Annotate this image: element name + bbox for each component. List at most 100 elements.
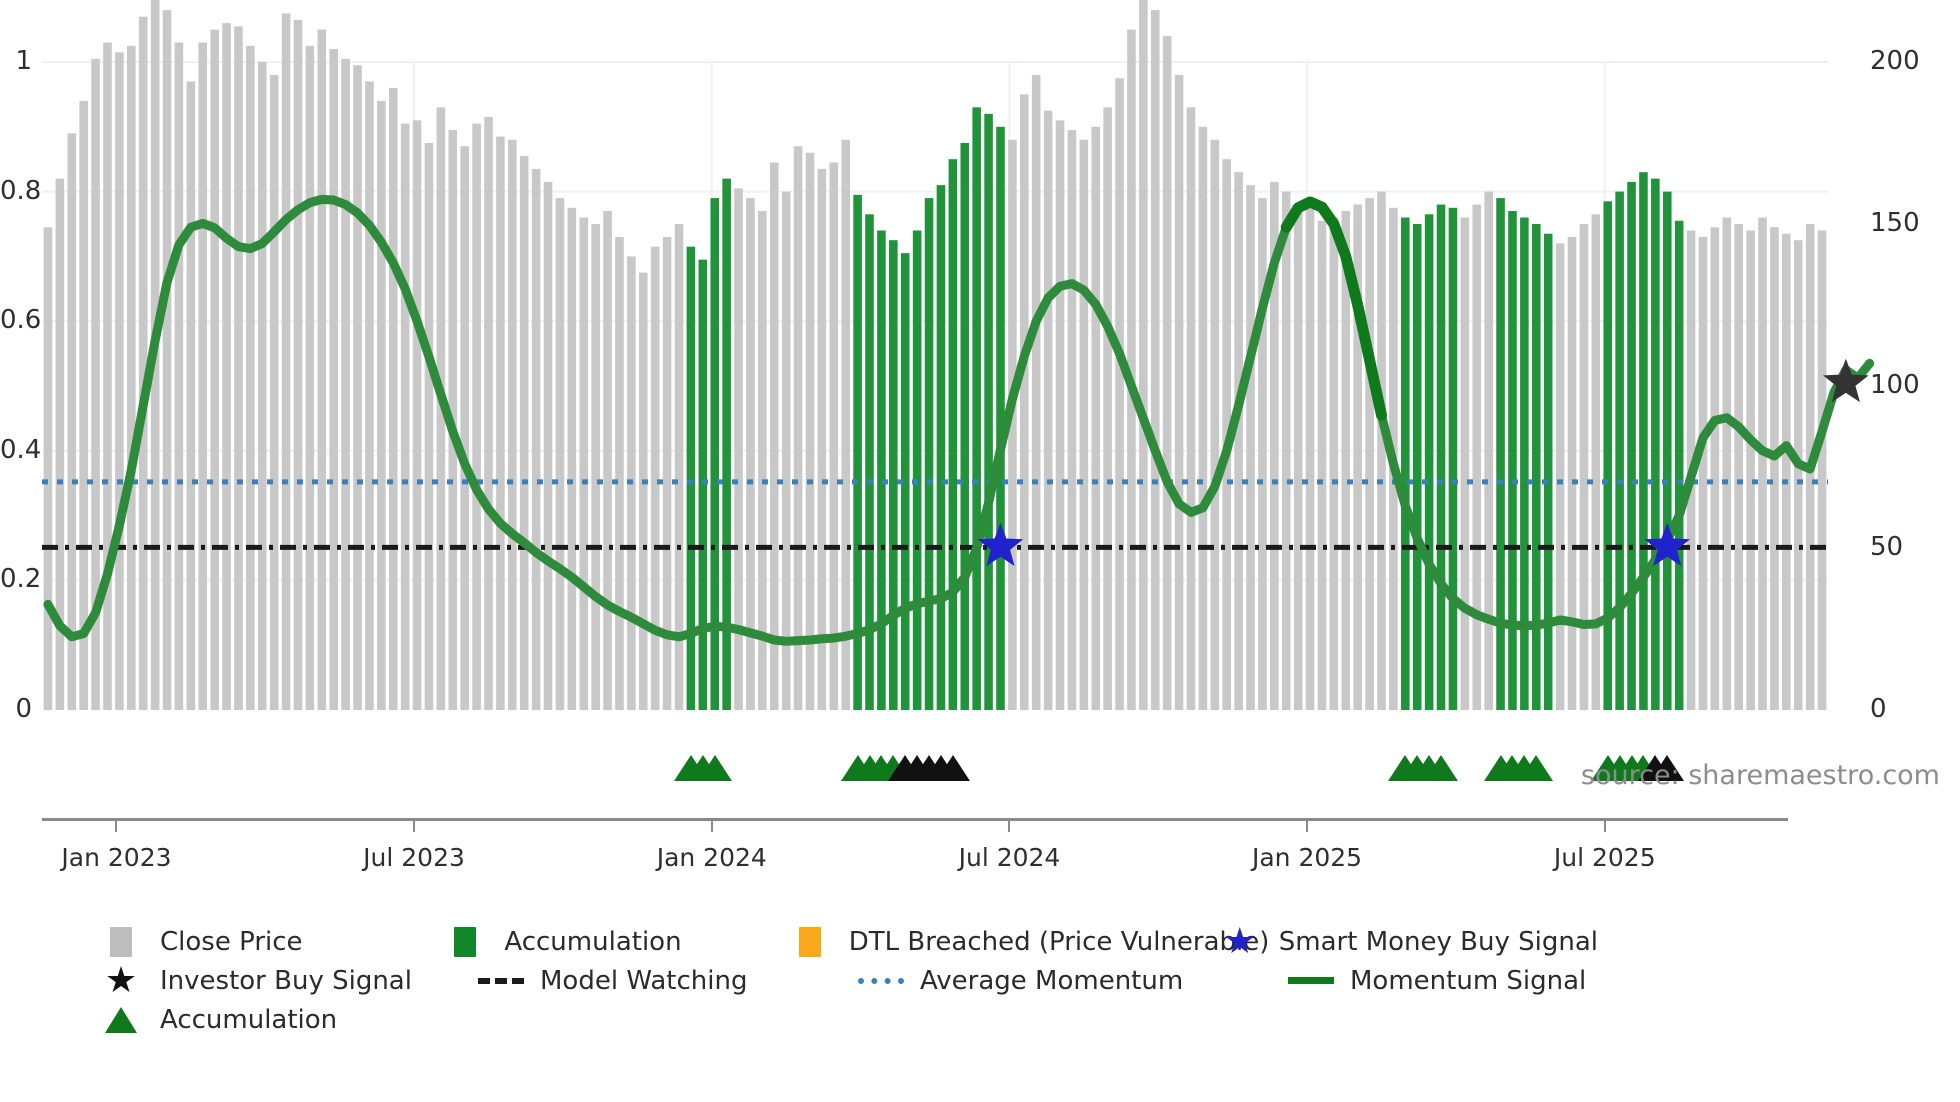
legend-item[interactable]: Average Momentum — [858, 964, 1288, 998]
close-price-bar[interactable] — [1698, 236, 1708, 710]
close-price-bar[interactable] — [1031, 74, 1041, 710]
close-price-bar[interactable] — [1758, 217, 1767, 710]
close-price-bar[interactable] — [1234, 172, 1243, 710]
close-price-bar[interactable] — [1055, 120, 1065, 710]
accumulation-bar[interactable] — [1401, 217, 1410, 710]
legend-item[interactable]: DTL Breached (Price Vulnerable) — [787, 925, 1269, 959]
close-price-bar[interactable] — [1710, 227, 1720, 711]
accumulation-bar[interactable] — [996, 126, 1005, 711]
close-price-bar[interactable] — [1305, 201, 1315, 710]
accumulation-bar[interactable] — [972, 107, 981, 711]
close-price-bar[interactable] — [127, 45, 136, 711]
legend-item[interactable]: Accumulation — [98, 1003, 478, 1037]
close-price-bar[interactable] — [829, 162, 839, 710]
accumulation-bar[interactable] — [1662, 191, 1672, 711]
close-price-bar[interactable] — [365, 81, 374, 710]
close-price-bar[interactable] — [555, 198, 565, 710]
accumulation-bar[interactable] — [1603, 201, 1613, 710]
close-price-bar[interactable] — [91, 58, 100, 710]
close-price-bar[interactable] — [1793, 240, 1803, 710]
close-price-bar[interactable] — [103, 42, 112, 710]
legend-item[interactable]: Model Watching — [478, 964, 858, 998]
close-price-bar[interactable] — [793, 146, 803, 710]
accumulation-bar[interactable] — [912, 230, 922, 711]
close-price-bar[interactable] — [1317, 220, 1327, 710]
close-price-bar[interactable] — [1258, 198, 1267, 710]
accumulation-bar[interactable] — [889, 240, 898, 710]
close-price-bar[interactable] — [1043, 110, 1053, 711]
close-price-bar[interactable] — [353, 65, 362, 711]
accumulation-triangle-marker[interactable] — [1650, 755, 1685, 781]
close-price-bar[interactable] — [781, 191, 791, 711]
accumulation-bar[interactable] — [698, 259, 708, 710]
accumulation-bar[interactable] — [984, 113, 993, 711]
close-price-bar[interactable] — [1020, 94, 1029, 710]
close-price-bar[interactable] — [496, 136, 505, 710]
accumulation-bar[interactable] — [1651, 178, 1660, 710]
close-price-bar[interactable] — [198, 42, 208, 710]
close-price-bar[interactable] — [269, 74, 279, 710]
accumulation-bar[interactable] — [1508, 211, 1517, 711]
close-price-bar[interactable] — [1008, 139, 1017, 710]
close-price-bar[interactable] — [1591, 214, 1601, 710]
accumulation-triangle-marker[interactable] — [935, 755, 970, 781]
close-price-bar[interactable] — [424, 143, 434, 710]
close-price-bar[interactable] — [841, 139, 850, 710]
close-price-bar[interactable] — [508, 139, 517, 710]
legend-item[interactable]: Close Price — [98, 925, 442, 959]
close-price-bar[interactable] — [1162, 36, 1172, 710]
close-price-bar[interactable] — [1139, 0, 1148, 711]
legend-item[interactable]: Momentum Signal — [1288, 964, 1586, 998]
accumulation-bar[interactable] — [1674, 220, 1684, 710]
close-price-bar[interactable] — [1460, 217, 1470, 710]
close-price-bar[interactable] — [79, 100, 88, 710]
close-price-bar[interactable] — [1734, 224, 1743, 710]
close-price-bar[interactable] — [603, 211, 612, 711]
accumulation-bar[interactable] — [1639, 172, 1648, 710]
close-price-bar[interactable] — [234, 26, 243, 711]
close-price-bar[interactable] — [43, 227, 53, 711]
close-price-bar[interactable] — [138, 16, 148, 710]
accumulation-bar[interactable] — [1543, 233, 1553, 710]
close-price-bar[interactable] — [734, 188, 743, 711]
close-price-bar[interactable] — [222, 23, 231, 711]
close-price-bar[interactable] — [460, 146, 469, 710]
close-price-bar[interactable] — [591, 224, 600, 710]
close-price-bar[interactable] — [1817, 230, 1827, 711]
close-price-bar[interactable] — [1341, 211, 1351, 711]
close-price-bar[interactable] — [400, 123, 410, 710]
close-price-bar[interactable] — [662, 236, 672, 710]
close-price-bar[interactable] — [1174, 74, 1184, 710]
close-price-bar[interactable] — [769, 162, 779, 710]
close-price-bar[interactable] — [758, 211, 767, 711]
accumulation-bar[interactable] — [948, 159, 958, 710]
accumulation-bar[interactable] — [1424, 214, 1434, 710]
accumulation-bar[interactable] — [1448, 207, 1458, 711]
close-price-bar[interactable] — [329, 49, 338, 711]
close-price-bar[interactable] — [377, 100, 386, 710]
close-price-bar[interactable] — [650, 246, 660, 710]
accumulation-triangle-marker[interactable] — [697, 755, 732, 781]
close-price-bar[interactable] — [210, 29, 219, 711]
close-price-bar[interactable] — [639, 272, 648, 710]
close-price-bar[interactable] — [412, 120, 422, 710]
accumulation-bar[interactable] — [710, 198, 720, 710]
close-price-bar[interactable] — [1210, 139, 1220, 710]
close-price-bar[interactable] — [317, 29, 327, 711]
close-price-bar[interactable] — [162, 10, 172, 711]
close-price-bar[interactable] — [1270, 181, 1279, 710]
close-price-bar[interactable] — [305, 45, 315, 711]
accumulation-bar[interactable] — [1412, 224, 1422, 710]
accumulation-bar[interactable] — [686, 246, 696, 710]
accumulation-bar[interactable] — [960, 143, 970, 710]
accumulation-bar[interactable] — [1436, 204, 1446, 710]
close-price-bar[interactable] — [174, 42, 184, 710]
close-price-bar[interactable] — [1746, 230, 1755, 711]
close-price-bar[interactable] — [1281, 191, 1291, 711]
close-price-bar[interactable] — [1579, 224, 1589, 710]
legend-item[interactable]: Accumulation — [442, 925, 786, 959]
close-price-bar[interactable] — [484, 117, 493, 710]
investor-buy-signal-star[interactable] — [1823, 358, 1869, 403]
close-price-bar[interactable] — [615, 236, 624, 710]
accumulation-bar[interactable] — [722, 178, 731, 710]
